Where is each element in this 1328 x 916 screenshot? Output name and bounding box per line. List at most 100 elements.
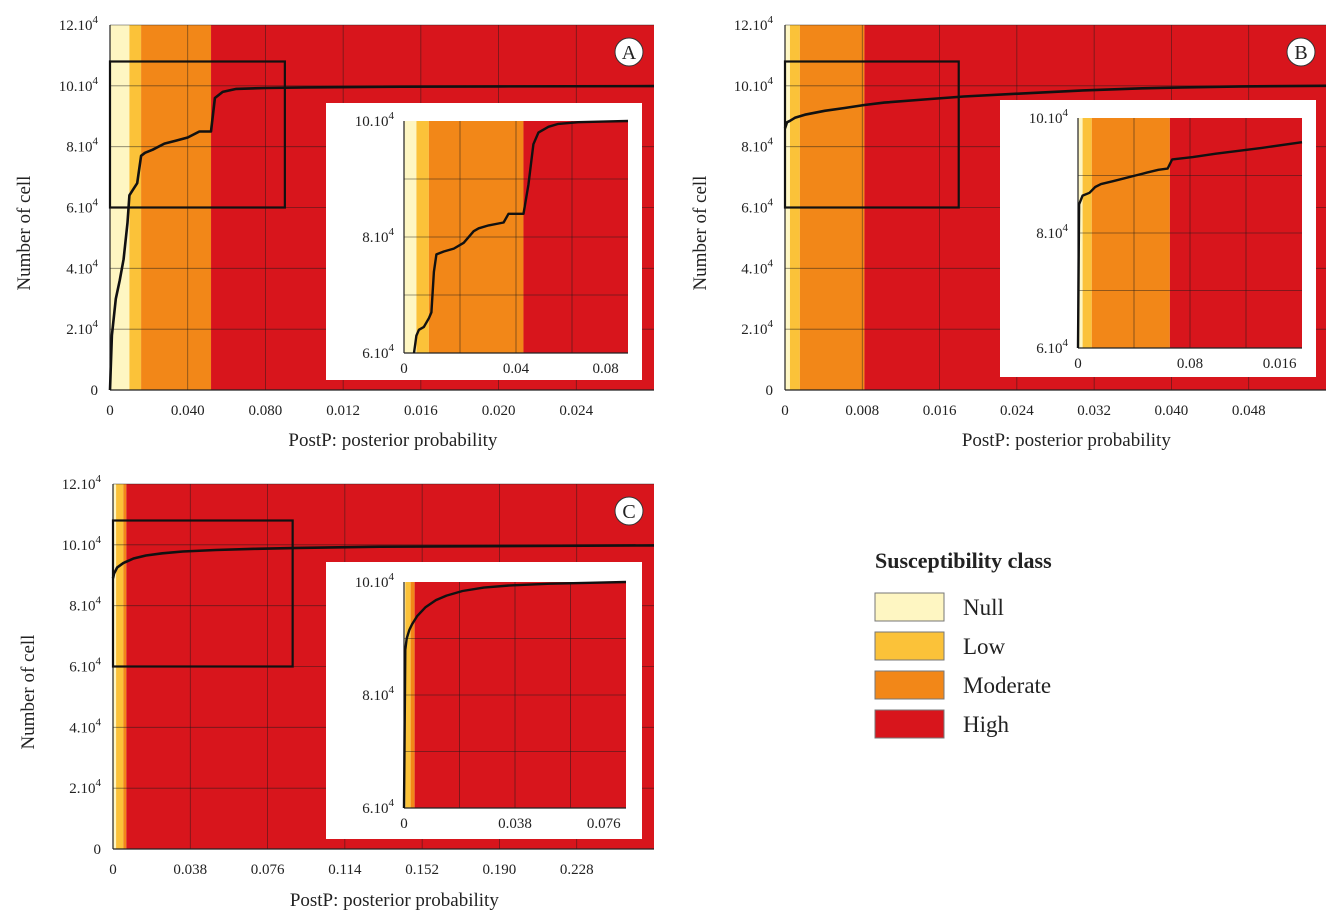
inset-y-tick-label: 8.104 [1036, 222, 1068, 242]
legend-item-low: Low [874, 631, 1006, 661]
legend-label-moderate: Moderate [963, 673, 1051, 698]
y-tick-label: 8.104 [741, 136, 773, 156]
inset-chart-c: 0 0.038 0.076 6.104 8.104 10.104 [326, 562, 642, 839]
inset-y-tick-label: 10.104 [355, 571, 395, 591]
x-tick-label: 0.048 [1232, 403, 1266, 419]
y-tick-label: 12.104 [734, 14, 774, 34]
x-tick-label: 0.080 [249, 403, 283, 419]
zoom-box [108, 60, 286, 209]
inset-y-tick-label: 6.104 [1036, 337, 1068, 357]
legend-swatch-moderate [874, 670, 945, 700]
y-tick-label: 6.104 [66, 197, 98, 217]
x-tick-label: 0.038 [173, 862, 207, 878]
chart-panel-b: 0 0.008 0.016 0.024 0.032 0.040 0.048 0 2.104 4.1… [690, 14, 1327, 451]
x-tick-label: 0.032 [1077, 403, 1111, 419]
x-tick-label: 0.016 [404, 403, 438, 419]
x-tick-label: 0.152 [405, 862, 439, 878]
panel-badge [1286, 37, 1316, 67]
y-tick-label: 10.104 [59, 75, 99, 95]
x-tick-label: 0.024 [559, 403, 593, 419]
y-tick-label: 4.104 [69, 716, 101, 736]
y-tick-label: 12.104 [62, 473, 102, 493]
legend-item-null: Null [874, 592, 1004, 622]
inset-chart-a: 0 0.04 0.08 6.104 8.104 10.104 [326, 103, 642, 380]
x-tick-label: 0.040 [1155, 403, 1189, 419]
legend-swatch-null [874, 592, 945, 622]
y-tick-label: 2.104 [741, 318, 773, 338]
inset-cumulative-curve [412, 119, 629, 354]
panel-badge-label: A [622, 42, 637, 64]
chart-panel-c: 0 0.038 0.076 0.114 0.152 0.190 0.228 0 2.104 4.1… [18, 473, 655, 911]
legend-swatch-high [874, 709, 945, 739]
inset-x-tick-label: 0.04 [503, 361, 530, 377]
x-tick-label: 0.040 [171, 403, 205, 419]
legend-item-high: High [874, 709, 1010, 739]
x-tick-label: 0.076 [251, 862, 285, 878]
y-tick-label: 6.104 [741, 197, 773, 217]
inset-y-tick-label: 6.104 [362, 797, 394, 817]
y-tick-label: 4.104 [66, 257, 98, 277]
inset-x-tick-label: 0.08 [1177, 356, 1203, 372]
x-tick-label: 0.024 [1000, 403, 1034, 419]
y-axis-label: Number of cell [18, 635, 39, 750]
x-tick-label: 0 [781, 403, 789, 419]
x-tick-label: 0 [106, 403, 114, 419]
x-tick-label: 0.228 [560, 862, 594, 878]
x-tick-label: 0.190 [483, 862, 517, 878]
x-axis-label: PostP: posterior probability [962, 430, 1172, 451]
inset-y-tick-label: 10.104 [1029, 107, 1069, 127]
x-axis-label: PostP: posterior probability [290, 890, 500, 911]
chart-panel-a: 0 0.040 0.080 0.012 0.016 0.020 0.024 0 2.104 4.1… [14, 14, 655, 451]
x-tick-label: 0.020 [482, 403, 516, 419]
inset-x-tick-label: 0.016 [1263, 356, 1297, 372]
inset-x-tick-label: 0.038 [498, 816, 532, 832]
inset-x-tick-label: 0 [400, 816, 408, 832]
inset-x-tick-label: 0 [400, 361, 408, 377]
zoom-box [111, 519, 294, 668]
y-tick-label: 0 [94, 842, 102, 858]
x-tick-label: 0.008 [845, 403, 879, 419]
zoom-box [783, 60, 960, 209]
cumulative-curve [111, 544, 655, 579]
inset-x-tick-label: 0.076 [587, 816, 621, 832]
panel-badge-label: C [622, 501, 635, 523]
y-tick-label: 12.104 [59, 14, 99, 34]
x-tick-label: 0.012 [326, 403, 360, 419]
legend-swatch-low [874, 631, 945, 661]
y-tick-label: 4.104 [741, 257, 773, 277]
inset-x-tick-label: 0.08 [592, 361, 618, 377]
x-tick-label: 0 [109, 862, 117, 878]
legend-item-moderate: Moderate [874, 670, 1051, 700]
x-tick-label: 0.016 [923, 403, 957, 419]
legend: Susceptibility class Null Low Moderate H… [874, 548, 1052, 739]
chart-panels: 0 0.040 0.080 0.012 0.016 0.020 0.02402.1044.1… [14, 14, 1327, 911]
y-tick-label: 0 [766, 383, 774, 399]
panel-badge [614, 37, 644, 67]
inset-y-tick-label: 8.104 [362, 226, 394, 246]
y-tick-label: 6.104 [69, 656, 101, 676]
y-tick-label: 2.104 [69, 777, 101, 797]
panel-badge-label: B [1294, 42, 1307, 64]
y-axis-label: Number of cell [690, 176, 711, 291]
legend-label-high: High [963, 712, 1010, 737]
inset-cumulative-curve [402, 580, 627, 809]
x-tick-label: 0.114 [328, 862, 362, 878]
panel-badge [614, 496, 644, 526]
y-tick-label: 10.104 [62, 534, 102, 554]
inset-chart-b: 0 0.08 0.016 6.104 8.104 10.104 [1000, 100, 1316, 377]
cumulative-curve [783, 84, 1327, 129]
y-tick-label: 10.104 [734, 75, 774, 95]
x-axis-label: PostP: posterior probability [288, 430, 498, 451]
legend-title: Susceptibility class [875, 548, 1052, 573]
inset-y-tick-label: 6.104 [362, 342, 394, 362]
inset-cumulative-curve [1076, 141, 1303, 349]
inset-y-tick-label: 10.104 [355, 110, 395, 130]
y-axis-label: Number of cell [14, 176, 35, 291]
cumulative-curve [108, 84, 655, 391]
inset-x-tick-label: 0 [1074, 356, 1082, 372]
legend-label-null: Null [963, 595, 1004, 620]
y-tick-label: 8.104 [66, 136, 98, 156]
y-tick-label: 2.104 [66, 318, 98, 338]
inset-y-tick-label: 8.104 [362, 684, 394, 704]
